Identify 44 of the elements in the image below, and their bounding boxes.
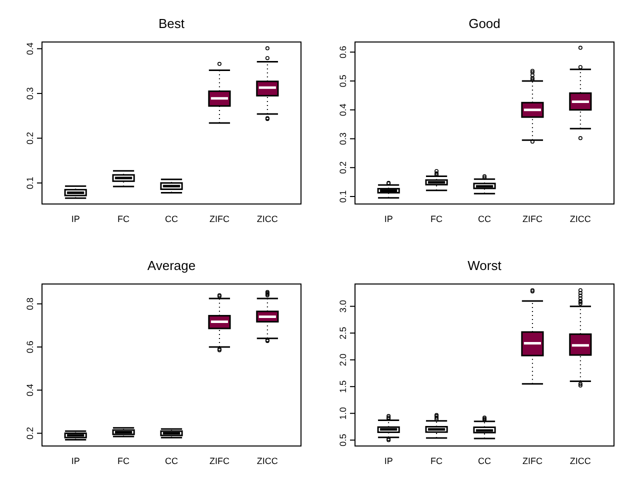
y-tick-label: 1.5 <box>338 380 348 393</box>
x-tick-label: IP <box>384 214 393 224</box>
x-tick-label: FC <box>430 456 444 466</box>
x-tick-label: CC <box>478 456 492 466</box>
y-tick-label: 0.8 <box>25 298 35 310</box>
x-tick-label: ZIFC <box>522 456 543 466</box>
x-tick-label: ZIFC <box>522 214 543 224</box>
y-tick-label: 0.3 <box>338 132 348 145</box>
chart-title: Average <box>147 258 196 273</box>
y-tick-label: 0.2 <box>25 427 35 440</box>
x-tick-label: ZICC <box>570 214 592 224</box>
chart-title: Worst <box>468 258 502 273</box>
chart-title: Best <box>158 16 185 31</box>
y-tick-label: 0.5 <box>338 74 348 88</box>
y-tick-label: 0.5 <box>338 434 348 446</box>
y-tick-label: 0.4 <box>338 104 348 116</box>
x-tick-label: IP <box>71 456 80 466</box>
x-tick-label: CC <box>478 214 492 224</box>
y-tick-label: 0.2 <box>338 161 348 174</box>
x-tick-label: FC <box>430 214 444 224</box>
y-tick-label: 2.5 <box>338 326 348 340</box>
x-tick-label: ZIFC <box>209 456 230 466</box>
y-tick-label: 3.0 <box>338 300 348 313</box>
y-tick-label: 2.0 <box>338 354 348 366</box>
y-tick-label: 0.6 <box>338 46 348 58</box>
y-tick-label: 0.2 <box>25 132 35 144</box>
x-tick-label: ZICC <box>256 214 278 224</box>
x-tick-label: IP <box>384 456 393 466</box>
y-tick-label: 0.4 <box>25 42 35 55</box>
x-tick-label: CC <box>165 214 178 224</box>
y-tick-label: 0.1 <box>338 190 348 203</box>
x-tick-label: CC <box>165 456 178 466</box>
y-tick-label: 0.4 <box>25 384 35 396</box>
y-tick-label: 0.3 <box>25 87 35 100</box>
x-tick-label: FC <box>118 456 130 466</box>
x-tick-label: ZICC <box>570 456 592 466</box>
x-tick-label: ZICC <box>256 456 278 466</box>
y-tick-label: 0.1 <box>25 176 35 190</box>
x-tick-label: ZIFC <box>209 214 230 224</box>
x-tick-label: IP <box>71 214 80 224</box>
chart-title: Good <box>468 16 500 31</box>
y-tick-label: 1.0 <box>338 407 348 420</box>
x-tick-label: FC <box>118 214 130 224</box>
y-tick-label: 0.6 <box>25 340 35 354</box>
